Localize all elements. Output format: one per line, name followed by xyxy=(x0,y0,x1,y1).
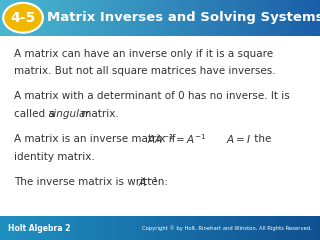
Text: A matrix is an inverse matrix if: A matrix is an inverse matrix if xyxy=(14,134,179,144)
Text: Copyright © by Holt, Rinehart and Winston. All Rights Reserved.: Copyright © by Holt, Rinehart and Winsto… xyxy=(142,225,312,231)
Text: A matrix with a determinant of 0 has no inverse. It is: A matrix with a determinant of 0 has no … xyxy=(14,91,290,102)
Text: matrix.: matrix. xyxy=(78,109,119,119)
Text: the: the xyxy=(251,134,271,144)
Text: Matrix Inverses and Solving Systems: Matrix Inverses and Solving Systems xyxy=(47,11,320,24)
Text: matrix. But not all square matrices have inverses.: matrix. But not all square matrices have… xyxy=(14,66,276,76)
Text: $AA^{-1} = A^{-1}$: $AA^{-1} = A^{-1}$ xyxy=(147,132,206,146)
Ellipse shape xyxy=(3,3,43,33)
Text: $A^{-1}$: $A^{-1}$ xyxy=(138,175,158,189)
Text: $A = I$: $A = I$ xyxy=(226,133,251,145)
Text: identity matrix.: identity matrix. xyxy=(14,152,95,162)
Text: A matrix can have an inverse only if it is a square: A matrix can have an inverse only if it … xyxy=(14,48,274,59)
Text: 4-5: 4-5 xyxy=(11,11,36,25)
Text: The inverse matrix is written:: The inverse matrix is written: xyxy=(14,177,172,187)
Text: singular: singular xyxy=(49,109,90,119)
Text: called a: called a xyxy=(14,109,58,119)
Text: Holt Algebra 2: Holt Algebra 2 xyxy=(8,224,70,233)
